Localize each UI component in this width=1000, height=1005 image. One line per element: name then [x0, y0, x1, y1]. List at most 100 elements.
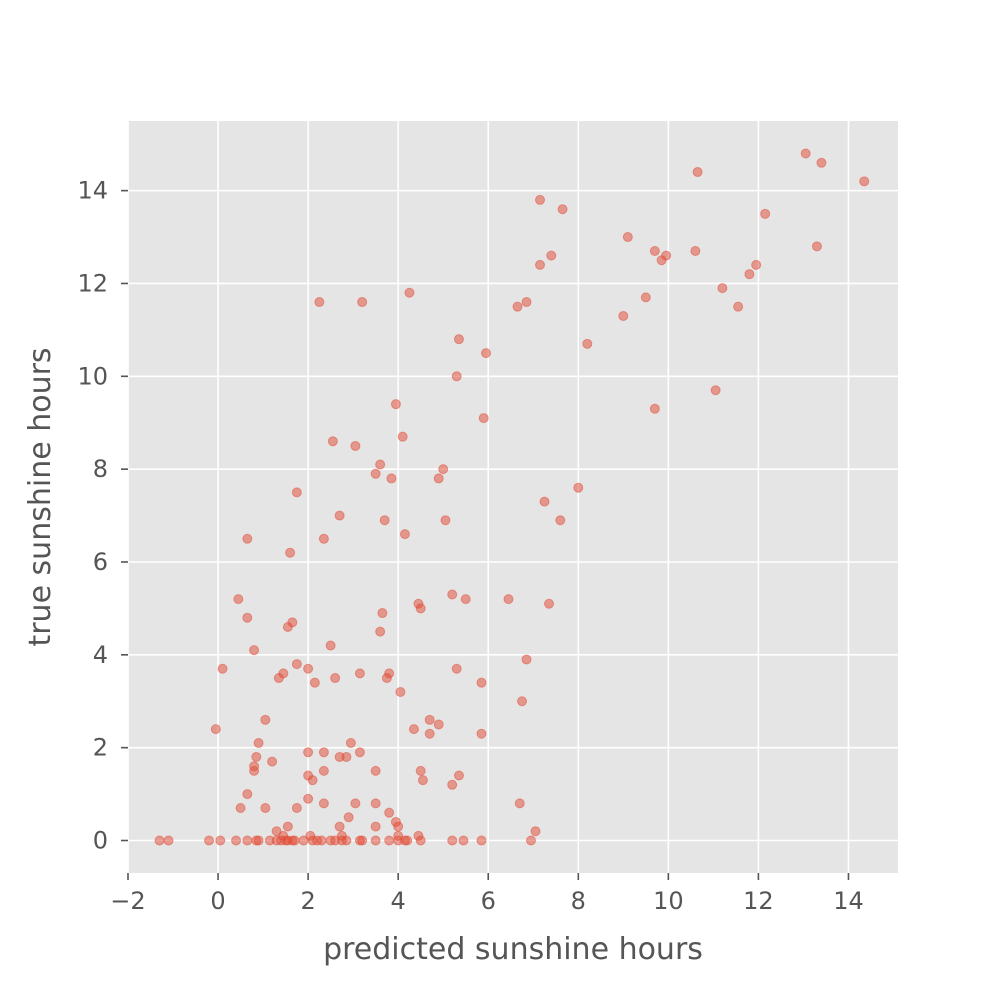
scatter-point: [415, 603, 426, 614]
scatter-point: [433, 473, 444, 484]
x-tick-label: 10: [653, 887, 684, 915]
scatter-point: [458, 835, 469, 846]
x-tick-label: 4: [391, 887, 406, 915]
y-tick-label: 12: [77, 269, 108, 297]
scatter-point: [260, 714, 271, 725]
scatter-point: [447, 779, 458, 790]
scatter-point: [370, 798, 381, 809]
scatter-point: [402, 835, 413, 846]
scatter-point: [336, 830, 347, 841]
scatter-point: [514, 798, 525, 809]
scatter-point: [539, 496, 550, 507]
scatter-point: [399, 529, 410, 540]
scatter-point: [517, 696, 528, 707]
scatter-point: [453, 770, 464, 781]
scatter-point: [512, 301, 523, 312]
scatter-point: [379, 515, 390, 526]
scatter-point: [242, 533, 253, 544]
y-tick-label: 8: [93, 455, 108, 483]
scatter-point: [717, 283, 728, 294]
scatter-point: [350, 440, 361, 451]
scatter-point: [476, 677, 487, 688]
scatter-point: [811, 241, 822, 252]
scatter-point: [354, 668, 365, 679]
scatter-point: [476, 728, 487, 739]
scatter-point: [251, 751, 262, 762]
scatter-point: [440, 515, 451, 526]
x-axis-label: predicted sunshine hours: [323, 932, 703, 967]
scatter-point: [521, 297, 532, 308]
y-tick-label: 2: [93, 734, 108, 762]
scatter-point: [303, 747, 314, 758]
scatter-point: [478, 413, 489, 424]
scatter-point: [309, 677, 320, 688]
scatter-point: [397, 431, 408, 442]
scatter-point: [307, 775, 318, 786]
scatter-point: [393, 830, 404, 841]
x-tick-label: 14: [833, 887, 864, 915]
scatter-point: [377, 608, 388, 619]
scatter-point: [334, 510, 345, 521]
scatter-point: [233, 594, 244, 605]
scatter-point: [453, 334, 464, 345]
scatter-point: [341, 751, 352, 762]
data-points: [154, 148, 870, 846]
y-axis-ticks: 0 2 4 6 8 10 12 14: [77, 177, 128, 855]
scatter-point: [345, 738, 356, 749]
scatter-point: [325, 640, 336, 651]
scatter-point: [291, 659, 302, 670]
scatter-point: [649, 403, 660, 414]
scatter-point: [303, 663, 314, 674]
scatter-point: [370, 765, 381, 776]
y-axis-label: true sunshine hours: [23, 347, 58, 646]
scatter-point: [451, 371, 462, 382]
scatter-point: [661, 250, 672, 261]
scatter-point: [242, 789, 253, 800]
scatter-point: [393, 821, 404, 832]
scatter-point: [334, 821, 345, 832]
y-tick-label: 14: [77, 177, 108, 205]
scatter-point: [582, 338, 593, 349]
scatter-point: [316, 835, 327, 846]
scatter-point: [408, 724, 419, 735]
scatter-point: [395, 686, 406, 697]
scatter-point: [291, 487, 302, 498]
scatter-point: [460, 594, 471, 605]
scatter-point: [375, 459, 386, 470]
scatter-point: [370, 468, 381, 479]
scatter-point: [555, 515, 566, 526]
scatter-point: [260, 803, 271, 814]
scatter-point: [744, 269, 755, 280]
scatter-point: [357, 835, 368, 846]
scatter-point: [535, 194, 546, 205]
scatter-point: [535, 259, 546, 270]
scatter-point: [424, 714, 435, 725]
scatter-point: [375, 626, 386, 637]
scatter-point: [384, 835, 395, 846]
x-tick-label: 8: [571, 887, 586, 915]
scatter-point: [350, 798, 361, 809]
scatter-point: [249, 761, 260, 772]
scatter-point: [733, 301, 744, 312]
scatter-point: [249, 645, 260, 656]
scatter-point: [357, 297, 368, 308]
scatter-point: [327, 436, 338, 447]
scatter-point: [859, 176, 870, 187]
scatter-point: [417, 775, 428, 786]
scatter-point: [253, 738, 264, 749]
scatter-point: [271, 826, 282, 837]
scatter-point: [287, 617, 298, 628]
scatter-point: [289, 835, 300, 846]
scatter-point: [318, 765, 329, 776]
scatter-point: [318, 747, 329, 758]
scatter-point: [305, 830, 316, 841]
scatter-point: [760, 208, 771, 219]
scatter-point: [267, 756, 278, 767]
plot-background: [128, 121, 898, 873]
scatter-point: [618, 310, 629, 321]
scatter-point: [476, 835, 487, 846]
scatter-point: [424, 728, 435, 739]
grid-lines: [127, 121, 898, 873]
y-tick-label: 10: [77, 362, 108, 390]
scatter-point: [314, 297, 325, 308]
